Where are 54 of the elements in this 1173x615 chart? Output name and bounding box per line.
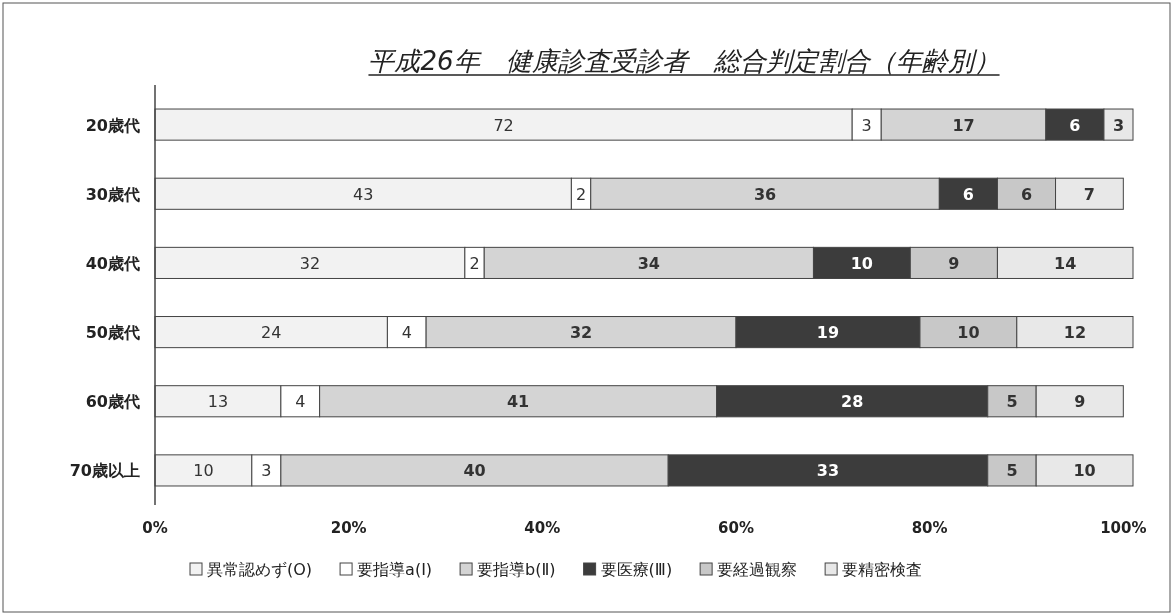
data-label: 10 xyxy=(193,461,214,481)
x-tick-label: 40% xyxy=(524,519,561,537)
data-label: 36 xyxy=(753,184,777,204)
data-label: 6 xyxy=(1020,184,1033,204)
data-label: 17 xyxy=(952,115,975,135)
data-label: 13 xyxy=(207,392,229,412)
data-label: 6 xyxy=(962,184,974,204)
data-label: 3 xyxy=(861,115,872,135)
data-label: 2 xyxy=(469,253,480,273)
y-tick-label: 20歳代 xyxy=(85,115,140,135)
x-tick-label: 100% xyxy=(1100,519,1147,537)
data-label: 32 xyxy=(569,323,593,343)
legend-label: 要経過観察 xyxy=(717,560,798,579)
data-label: 12 xyxy=(1063,323,1087,343)
x-tick-label: 20% xyxy=(330,519,367,537)
data-label: 10 xyxy=(850,253,873,273)
data-label: 40 xyxy=(463,461,486,481)
legend-label: 要精密検査 xyxy=(842,560,923,579)
data-label: 28 xyxy=(841,392,864,412)
data-label: 3 xyxy=(1112,115,1125,135)
legend-label: 要医療(Ⅲ) xyxy=(600,560,673,579)
legend-label: 要指導a(Ⅰ) xyxy=(357,560,433,579)
legend-label: 要指導b(Ⅱ) xyxy=(477,560,556,579)
data-label: 6 xyxy=(1069,115,1081,135)
data-label: 10 xyxy=(1073,461,1096,481)
data-label: 5 xyxy=(1006,461,1018,481)
chart-title: 平成26年 健康診査受診者 総合判定割合（年齢別） xyxy=(368,46,1000,76)
data-label: 10 xyxy=(957,323,980,343)
data-label: 4 xyxy=(295,392,306,412)
y-tick-label: 30歳代 xyxy=(85,184,140,204)
data-label: 33 xyxy=(816,461,840,481)
y-tick-label: 50歳代 xyxy=(85,323,140,343)
x-tick-label: 60% xyxy=(718,519,754,537)
data-label: 72 xyxy=(493,115,514,135)
y-tick-label: 40歳代 xyxy=(85,253,140,273)
data-label: 4 xyxy=(401,323,412,343)
data-label: 43 xyxy=(353,184,374,204)
y-tick-label: 60歳代 xyxy=(85,392,140,412)
y-tick-label: 70歳以上 xyxy=(69,461,140,481)
data-label: 32 xyxy=(299,253,321,273)
data-label: 5 xyxy=(1006,392,1018,412)
data-label: 41 xyxy=(506,392,530,412)
data-label: 34 xyxy=(637,253,660,273)
data-label: 9 xyxy=(1074,392,1086,412)
x-tick-label: 80% xyxy=(911,519,948,537)
data-label: 9 xyxy=(948,253,960,273)
data-label: 7 xyxy=(1083,184,1095,204)
data-label: 3 xyxy=(261,461,272,481)
data-label: 19 xyxy=(816,323,840,343)
legend-label: 異常認めず(O) xyxy=(207,560,313,579)
data-label: 14 xyxy=(1054,253,1077,273)
x-tick-label: 0% xyxy=(142,519,168,537)
data-label: 2 xyxy=(575,184,587,204)
data-label: 24 xyxy=(261,323,282,343)
